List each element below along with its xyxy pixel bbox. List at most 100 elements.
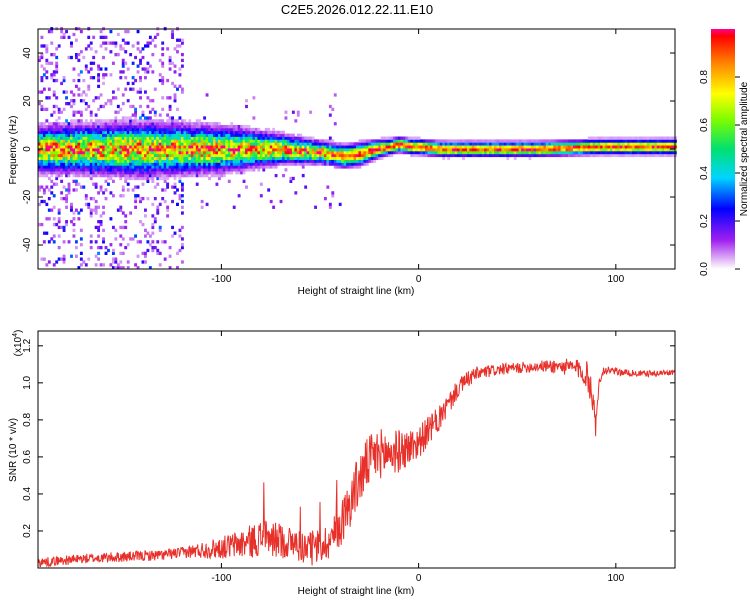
heatmap-cell	[220, 150, 224, 155]
heatmap-cell	[158, 225, 162, 230]
heatmap-cell	[176, 202, 179, 207]
heatmap-cell	[148, 142, 152, 146]
heatmap-cell	[163, 162, 167, 166]
heatmap-cell	[72, 168, 76, 172]
heatmap-cell	[213, 125, 216, 129]
heatmap-cell	[568, 142, 571, 146]
heatmap-cell	[375, 142, 379, 146]
heatmap-cell	[649, 148, 653, 152]
heatmap-cell	[62, 153, 66, 158]
heatmap-cell	[210, 122, 214, 126]
heatmap-cell	[267, 127, 271, 132]
heatmap-cell	[60, 133, 64, 137]
heatmap-cell	[190, 159, 194, 163]
heatmap-cell	[45, 133, 49, 137]
heatmap-cell	[195, 159, 199, 163]
heatmap-cell	[274, 150, 278, 155]
colorbar-tick-label: 0.0	[699, 262, 710, 276]
heatmap-cell	[185, 136, 189, 140]
heatmap-cell	[67, 148, 71, 152]
heatmap-cell	[102, 130, 105, 135]
heatmap-cell	[592, 150, 596, 155]
heatmap-cell	[77, 182, 81, 186]
heatmap-cell	[365, 153, 369, 158]
heatmap-cell	[454, 145, 458, 149]
heatmap-cell	[220, 125, 224, 129]
heatmap-cell	[74, 153, 78, 158]
heatmap-cell	[190, 171, 194, 175]
heatmap-cell	[180, 87, 184, 91]
heatmap-cell	[604, 153, 608, 158]
heatmap-cell	[563, 148, 566, 152]
heatmap-cell	[119, 47, 123, 51]
heatmap-cell	[38, 148, 41, 152]
heatmap-cell	[540, 153, 544, 158]
heatmap-cell	[328, 205, 332, 209]
heatmap-cell	[235, 150, 239, 155]
heatmap-cell	[146, 231, 150, 235]
heatmap-cell	[144, 228, 147, 232]
heatmap-cell	[604, 136, 608, 140]
heatmap-cell	[57, 130, 61, 135]
heatmap-cell	[474, 145, 478, 149]
heatmap-cell	[183, 168, 187, 172]
heatmap-cell	[139, 87, 142, 91]
heatmap-cell	[235, 139, 239, 143]
heatmap-cell	[139, 119, 142, 123]
heatmap-x-tick-label: 0	[416, 274, 422, 285]
heatmap-cell	[299, 133, 303, 137]
heatmap-cell	[146, 119, 150, 123]
heatmap-cell	[188, 142, 192, 146]
heatmap-cell	[513, 139, 517, 143]
heatmap-cell	[89, 159, 93, 163]
heatmap-cell	[476, 145, 480, 149]
heatmap-cell	[262, 165, 266, 169]
heatmap-cell	[72, 99, 76, 103]
heatmap-cell	[585, 145, 589, 149]
heatmap-cell	[168, 96, 172, 100]
heatmap-cell	[466, 142, 470, 146]
heatmap-cell	[136, 240, 140, 244]
chart-title: C2E5.2026.012.22.11.E10	[281, 2, 433, 17]
heatmap-cell	[57, 107, 61, 111]
heatmap-cell	[459, 150, 463, 155]
heatmap-cell	[136, 254, 140, 258]
heatmap-cell	[600, 139, 603, 143]
heatmap-cell	[47, 208, 51, 212]
heatmap-cell	[609, 150, 613, 155]
heatmap-cell	[669, 145, 672, 149]
heatmap-x-tick-label: -100	[211, 274, 231, 285]
heatmap-cell	[279, 150, 283, 155]
heatmap-cell	[582, 148, 586, 152]
heatmap-cell	[341, 156, 345, 160]
heatmap-cell	[309, 159, 313, 163]
heatmap-cell	[60, 191, 64, 195]
heatmap-cell	[163, 148, 167, 152]
heatmap-cell	[254, 130, 258, 135]
heatmap-cell	[644, 139, 648, 143]
colorbar-ticks: 0.00.20.40.60.8	[699, 70, 740, 276]
heatmap-cell	[385, 145, 389, 149]
heatmap-cell	[296, 142, 300, 146]
heatmap-cell	[40, 145, 44, 149]
heatmap-cell	[188, 162, 192, 166]
heatmap-cell	[336, 156, 340, 160]
heatmap-cell	[151, 222, 155, 227]
heatmap-cell	[42, 257, 46, 261]
heatmap-cell	[94, 162, 98, 166]
heatmap-cell	[217, 145, 221, 149]
heatmap-cell	[65, 139, 68, 143]
heatmap-cell	[89, 47, 93, 51]
heatmap-cell	[131, 133, 135, 137]
heatmap-cell	[171, 148, 174, 152]
heatmap-cell	[57, 225, 61, 230]
heatmap-cell	[50, 76, 54, 80]
heatmap-cell	[269, 142, 273, 146]
heatmap-cell	[501, 142, 505, 146]
heatmap-cell	[210, 162, 214, 166]
heatmap-cell	[77, 87, 81, 91]
heatmap-cell	[119, 176, 123, 181]
heatmap-cell	[134, 136, 138, 140]
heatmap-cell	[163, 136, 167, 140]
heatmap-cell	[195, 162, 199, 166]
